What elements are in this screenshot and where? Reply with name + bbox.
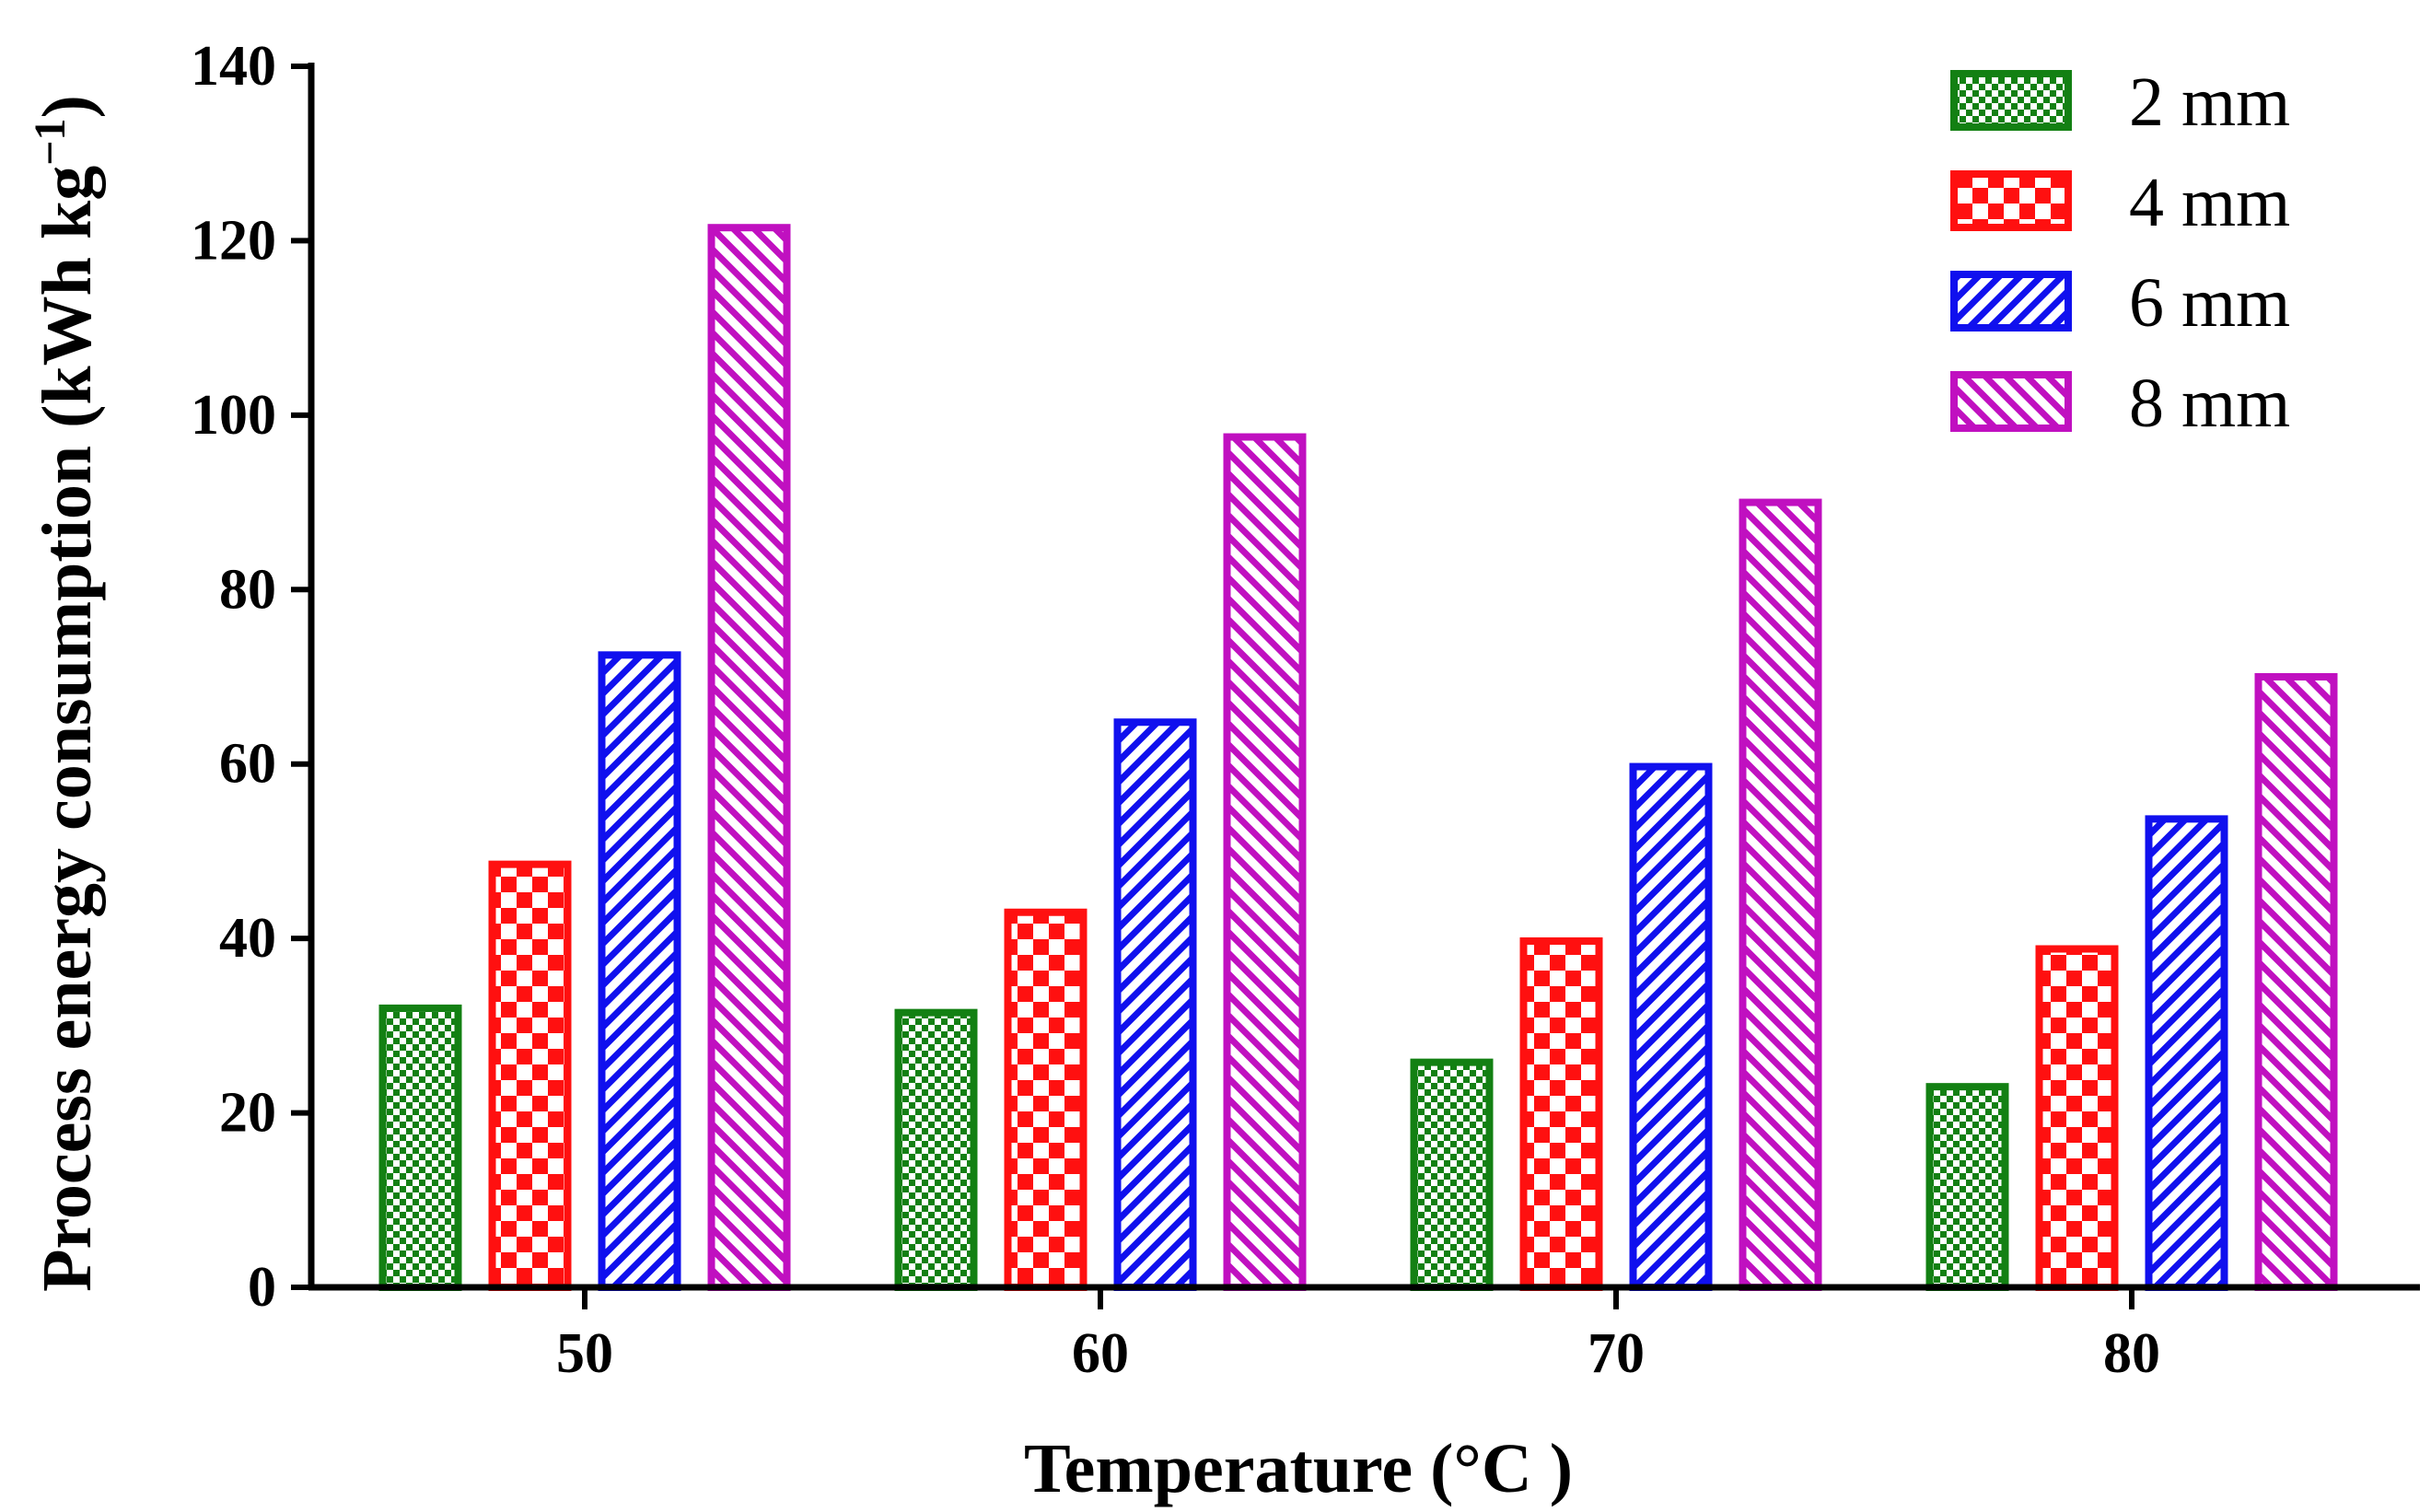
y-ticks-group: 0 20 40 60 80 100 120 140 (191, 35, 311, 1319)
bar-8mm-60 (1223, 433, 1307, 1291)
bar-6mm-50 (598, 651, 681, 1291)
legend: 2 mm 4 mm 6 mm 8 mm (1950, 64, 2290, 442)
y-tick-label: 60 (219, 733, 276, 796)
bar-4mm-60 (1004, 908, 1088, 1291)
y-tick-label: 100 (191, 384, 276, 447)
bar-2mm-80 (1925, 1083, 2009, 1291)
bar-4mm-80 (2035, 945, 2119, 1291)
legend-label-8mm: 8 mm (2129, 365, 2290, 442)
y-tick-label: 140 (191, 35, 276, 98)
y-tick-label: 80 (219, 558, 276, 621)
bar-8mm-80 (2254, 673, 2338, 1291)
x-tick-label: 70 (1588, 1322, 1645, 1385)
y-axis-title-close: ) (29, 95, 106, 118)
y-tick-label: 120 (191, 209, 276, 272)
y-tick-label: 20 (219, 1082, 276, 1145)
y-tick-label: 0 (248, 1256, 276, 1319)
bar-4mm-50 (488, 860, 572, 1292)
bar-6mm-80 (2145, 815, 2228, 1291)
y-tick-label: 40 (219, 907, 276, 970)
legend-label-4mm: 4 mm (2129, 164, 2290, 241)
bar-4mm-70 (1519, 936, 1603, 1292)
y-axis-title: Process energy consumption (kWh kg−1) (26, 95, 106, 1292)
legend-label-6mm: 6 mm (2129, 264, 2290, 342)
bar-6mm-60 (1113, 718, 1197, 1291)
bar-2mm-60 (894, 1008, 978, 1292)
y-axis-title-main: Process energy consumption (kWh kg (29, 166, 106, 1292)
x-axis-title: Temperature (°C ) (1024, 1430, 1573, 1507)
bar-8mm-50 (707, 224, 791, 1291)
legend-swatch-8mm (1950, 371, 2072, 432)
x-tick-label: 50 (556, 1322, 613, 1385)
legend-label-2mm: 2 mm (2129, 64, 2290, 141)
legend-swatch-2mm (1950, 70, 2072, 131)
y-axis-title-superscript: −1 (26, 118, 75, 165)
legend-swatch-6mm (1950, 271, 2072, 331)
bar-6mm-70 (1629, 762, 1713, 1291)
bar-2mm-50 (378, 1004, 462, 1292)
legend-swatch-4mm (1950, 170, 2072, 231)
bar-2mm-70 (1410, 1058, 1494, 1291)
x-tick-label: 60 (1072, 1322, 1129, 1385)
x-ticks-group: 50 60 70 80 (556, 1287, 2160, 1385)
x-tick-label: 80 (2103, 1322, 2160, 1385)
bar-8mm-70 (1739, 498, 1822, 1291)
bars-group (378, 224, 2338, 1292)
